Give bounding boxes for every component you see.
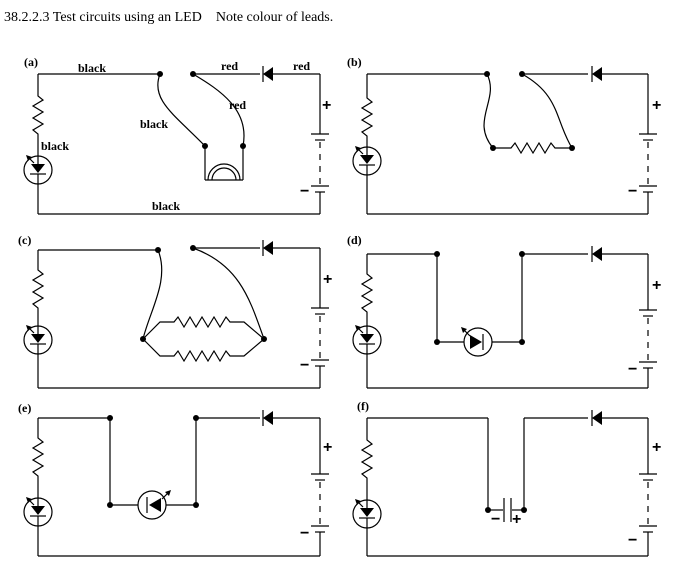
lead-label-top-right: red [221,59,238,73]
capacitor-minus-f: − [491,511,500,528]
panel-e: (e) + − [18,401,332,557]
page-title: 38.2.2.3 Test circuits using an LED Note… [4,10,334,25]
panel-c: (c) + − [18,233,332,389]
lead-label-top-left: black [78,61,106,75]
lead-label-left: black [140,117,168,131]
panel-f-label: (f) [357,399,369,413]
battery-minus-f: − [628,532,637,549]
panel-c-label: (c) [18,233,31,247]
panel-d-label: (d) [347,233,362,247]
battery-minus-d: − [628,361,637,378]
lead-label-led: black [41,139,69,153]
panel-d: (d) + − [347,233,661,389]
capacitor-plus-f: + [512,511,521,528]
battery-plus-b: + [652,97,661,114]
battery-minus-e: − [300,525,309,542]
battery-plus-e: + [323,439,332,456]
battery-plus-d: + [652,277,661,294]
battery-plus-f: + [652,439,661,456]
panel-b: (b) + − [347,55,661,215]
lead-label-right: red [229,98,246,112]
panel-a-label: (a) [24,55,38,69]
battery-plus-a: + [322,97,331,114]
battery-minus-b: − [628,183,637,200]
battery-minus-a: − [300,183,309,200]
panel-f: (f) − + + − [352,399,661,557]
battery-plus-c: + [323,271,332,288]
panel-a: (a) black red red black red black black [23,55,331,215]
panel-b-label: (b) [347,55,362,69]
panel-e-label: (e) [18,401,31,415]
battery-minus-c: − [300,357,309,374]
lead-label-bottom: black [152,199,180,213]
lead-label-far-right: red [293,59,310,73]
